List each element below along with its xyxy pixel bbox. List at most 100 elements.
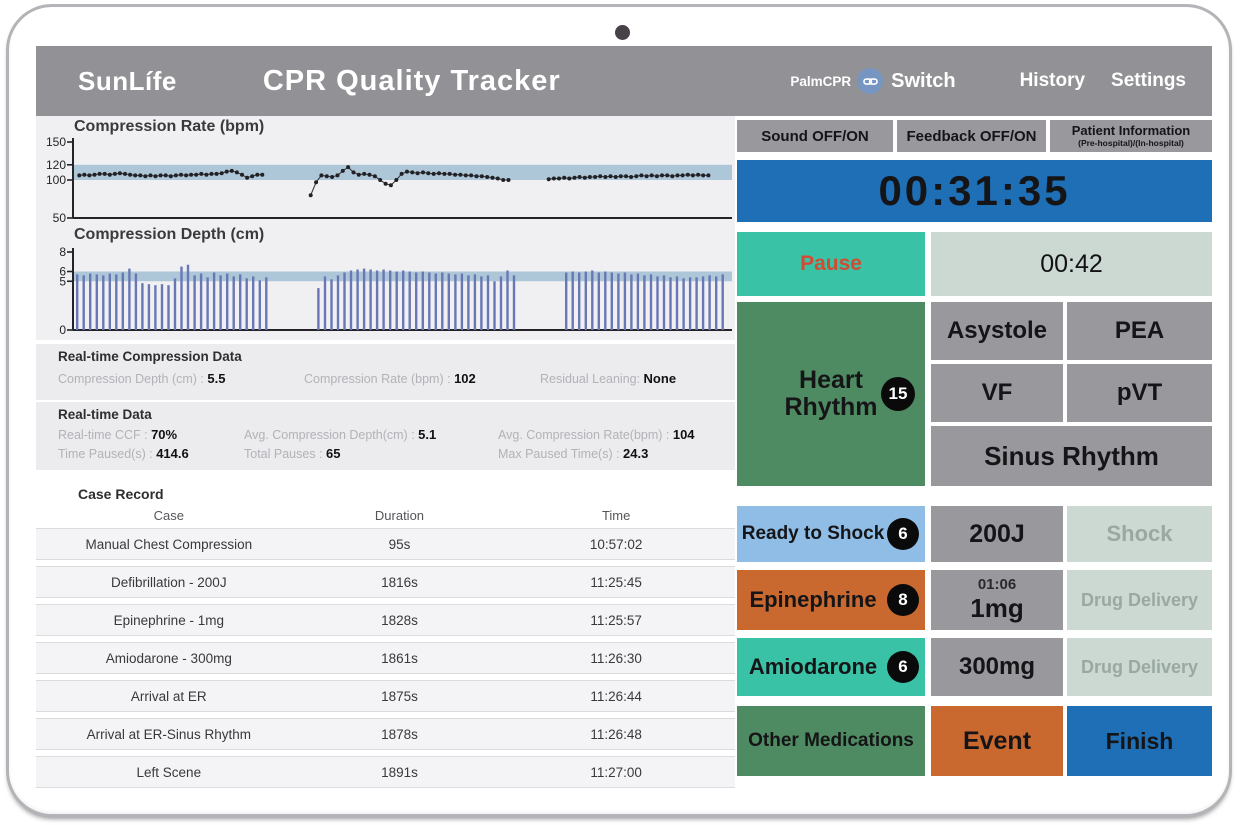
header-right: PalmCPR Switch History Settings (790, 68, 1186, 94)
compression-rate-chart: Compression Rate (bpm) 150 120 100 50 (36, 118, 735, 225)
amiodarone-badge: 6 (887, 651, 919, 683)
realtime-compression-row: Compression Depth (cm) : 5.5 Compression… (58, 371, 727, 386)
realtime-data-row2: Time Paused(s) : 414.6 Total Pauses : 65… (58, 446, 727, 461)
amiodarone-button[interactable]: Amiodarone 6 (737, 638, 925, 696)
svg-text:8: 8 (59, 245, 66, 259)
rhythm-sinus-button[interactable]: Sinus Rhythm (931, 426, 1212, 486)
other-medications-button[interactable]: Other Medications (737, 706, 925, 776)
table-cell: Manual Chest Compression (85, 536, 253, 552)
amiodarone-delivery-button[interactable]: Drug Delivery (1067, 638, 1212, 696)
avg-rate-readout: Avg. Compression Rate(bpm) : 104 (498, 427, 695, 442)
epinephrine-dose: 1mg (970, 592, 1024, 623)
table-cell: Left Scene (136, 764, 202, 780)
realtime-data-panel: Real-time Data Real-time CCF : 70% Avg. … (36, 402, 735, 470)
table-row: Manual Chest Compression 95s 10:57:02 (36, 528, 735, 560)
svg-text:5: 5 (59, 274, 66, 288)
ready-to-shock-label: Ready to Shock (741, 523, 885, 544)
app-title: CPR Quality Tracker (262, 64, 561, 97)
svg-text:0: 0 (59, 323, 66, 337)
epinephrine-delivery-button[interactable]: Drug Delivery (1067, 570, 1212, 630)
link-icon[interactable] (857, 68, 884, 94)
svg-text:120: 120 (46, 158, 66, 172)
amiodarone-dose-button[interactable]: 300mg (931, 638, 1063, 696)
rhythm-pvt-button[interactable]: pVT (1067, 364, 1212, 422)
depth-readout: Compression Depth (cm) : 5.5 (58, 371, 226, 386)
feedback-toggle-button[interactable]: Feedback OFF/ON (897, 120, 1046, 152)
table-cell: 11:25:57 (590, 612, 642, 628)
palmcpr-label: PalmCPR (790, 73, 852, 89)
patient-info-button[interactable]: Patient Information (Pre-hospital)/(In-h… (1050, 120, 1212, 152)
table-cell: 11:26:48 (590, 726, 642, 742)
rhythm-vf-button[interactable]: VF (931, 364, 1063, 422)
table-row: Left Scene 1891s 11:27:00 (36, 756, 735, 788)
rate-chart-title: Compression Rate (bpm) (74, 118, 265, 135)
case-record-panel: Case Record Case Duration Time Manual Ch… (36, 478, 735, 789)
main-timer: 00:31:35 (737, 160, 1212, 222)
epinephrine-label: Epinephrine (749, 587, 877, 612)
max-paused-readout: Max Paused Time(s) : 24.3 (498, 446, 649, 461)
epinephrine-badge: 8 (887, 584, 919, 616)
realtime-compression-panel: Real-time Compression Data Compression D… (36, 344, 735, 400)
table-cell: Arrival at ER (130, 688, 207, 704)
heart-rhythm-label: Heart Rhythm (784, 365, 878, 421)
table-cell: 11:25:45 (590, 574, 642, 590)
sound-toggle-button[interactable]: Sound OFF/ON (737, 120, 893, 152)
patient-info-label: Patient Information (1071, 122, 1191, 138)
table-cell: 1878s (381, 726, 418, 742)
leaning-readout: Residual Leaning: None (540, 371, 677, 386)
ccf-readout: Real-time CCF : 70% (58, 427, 178, 442)
depth-chart-title: Compression Depth (cm) (74, 226, 265, 243)
ready-to-shock-button[interactable]: Ready to Shock 6 (737, 506, 925, 562)
pause-button[interactable]: Pause (737, 232, 925, 296)
heart-rhythm-badge: 15 (881, 377, 915, 411)
rhythm-asystole-button[interactable]: Asystole (931, 302, 1063, 360)
table-row: Arrival at ER 1875s 11:26:44 (36, 680, 735, 712)
epinephrine-button[interactable]: Epinephrine 8 (737, 570, 925, 630)
column-case: Case (153, 508, 184, 523)
table-cell: 1828s (381, 612, 418, 628)
shock-button[interactable]: Shock (1067, 506, 1212, 562)
epinephrine-timer: 01:06 (977, 576, 1017, 594)
column-time: Time (601, 508, 631, 523)
patient-info-sublabel: (Pre-hospital)/(In-hospital) (1078, 137, 1184, 148)
brand-logo: SunLífe (78, 65, 177, 96)
event-button[interactable]: Event (931, 706, 1063, 776)
case-record-title: Case Record (78, 486, 164, 502)
table-cell: 11:26:44 (590, 688, 642, 704)
energy-button[interactable]: 200J (931, 506, 1063, 562)
finish-button[interactable]: Finish (1067, 706, 1212, 776)
table-cell: 95s (388, 536, 411, 552)
table-row: Arrival at ER-Sinus Rhythm 1878s 11:26:48 (36, 718, 735, 750)
left-panel: Compression Rate (bpm) 150 120 100 50 Compr… (36, 116, 735, 789)
switch-button[interactable]: Switch (891, 69, 956, 92)
column-duration: Duration (374, 508, 425, 523)
table-cell: 10:57:02 (589, 536, 643, 552)
table-row: Amiodarone - 300mg 1861s 11:26:30 (36, 642, 735, 674)
svg-text:150: 150 (46, 135, 66, 149)
svg-text:50: 50 (53, 211, 67, 224)
realtime-data-row1: Real-time CCF : 70% Avg. Compression Dep… (58, 427, 727, 442)
svg-text:100: 100 (46, 173, 66, 187)
avg-depth-readout: Avg. Compression Depth(cm) : 5.1 (244, 427, 437, 442)
table-cell: Defibrillation - 200J (111, 574, 227, 590)
table-cell: 11:27:00 (590, 764, 642, 780)
history-button[interactable]: History (1019, 70, 1086, 91)
epinephrine-dose-button[interactable]: 01:06 1mg (931, 570, 1063, 630)
heart-rhythm-button[interactable]: Heart Rhythm 15 (737, 302, 925, 486)
case-record-rows: Manual Chest Compression 95s 10:57:02 Defib… (36, 528, 735, 789)
table-cell: 11:26:30 (590, 650, 642, 666)
camera-dot (615, 25, 630, 40)
table-cell: Arrival at ER-Sinus Rhythm (86, 726, 251, 742)
table-row: Defibrillation - 200J 1816s 11:25:45 (36, 566, 735, 598)
realtime-data-title: Real-time Data (58, 407, 152, 422)
rhythm-pea-button[interactable]: PEA (1067, 302, 1212, 360)
rate-readout: Compression Rate (bpm) : 102 (304, 371, 476, 386)
table-cell: 1861s (381, 650, 418, 666)
table-cell: 1891s (381, 764, 418, 780)
rate-chart-plot: 150 120 100 50 (36, 118, 735, 229)
table-cell: Amiodarone - 300mg (105, 650, 232, 666)
settings-button[interactable]: Settings (1111, 70, 1186, 91)
table-row: Epinephrine - 1mg 1828s 11:25:57 (36, 604, 735, 636)
